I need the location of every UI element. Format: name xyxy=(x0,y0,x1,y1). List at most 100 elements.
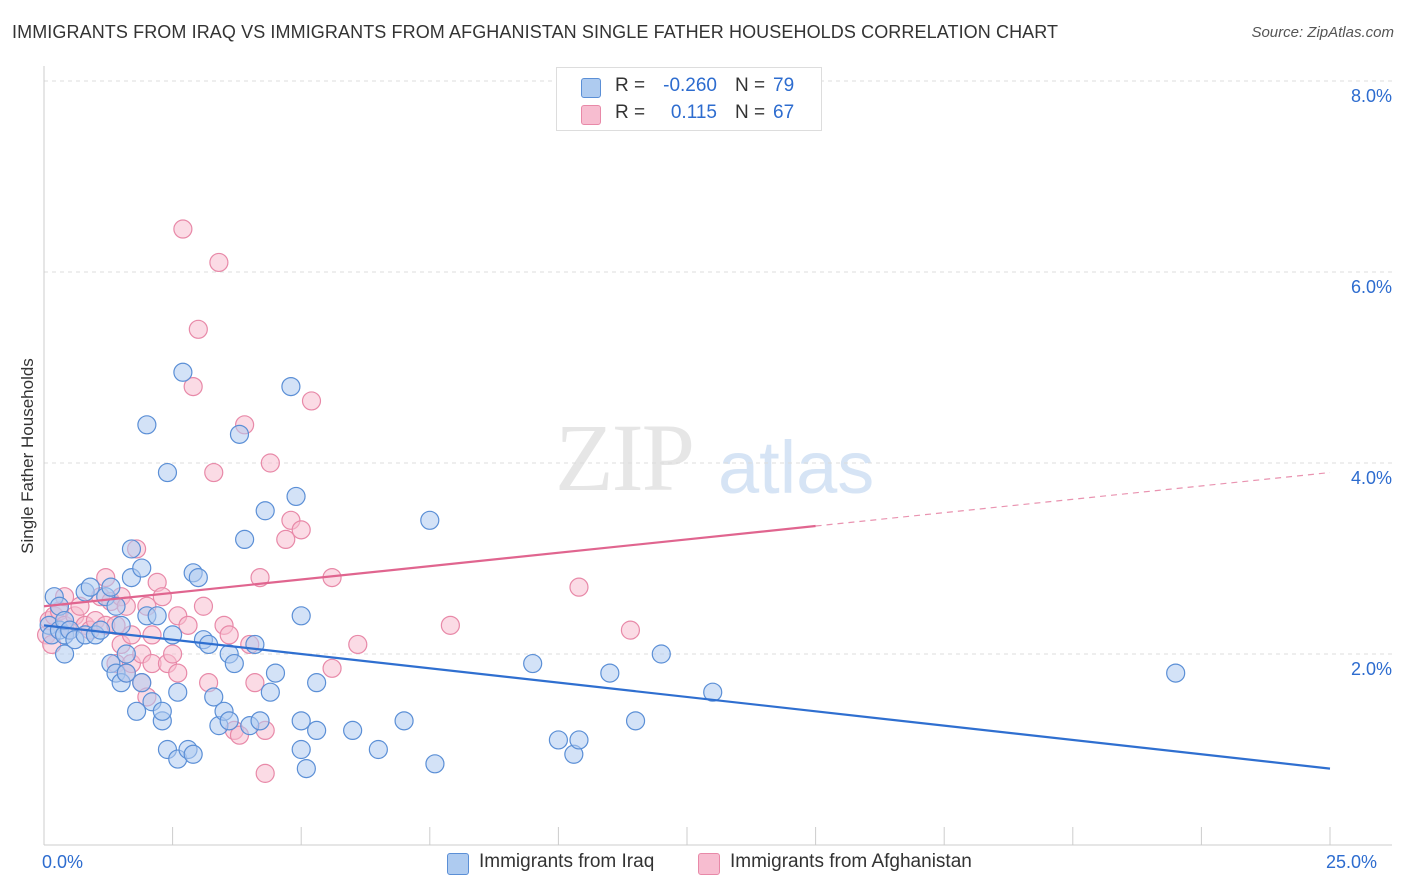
afghanistan-point xyxy=(209,252,229,273)
x-tick-label-max: 25.0% xyxy=(1326,852,1378,872)
iraq-point xyxy=(137,415,157,435)
iraq-point xyxy=(523,653,543,674)
afghanistan-point xyxy=(620,620,641,640)
y-tick-label-4: 4.0% xyxy=(1350,468,1392,488)
afghanistan-point xyxy=(204,462,224,483)
y-tick-label-6: 6.0% xyxy=(1350,277,1392,297)
iraq-point xyxy=(625,711,646,731)
afghanistan-point xyxy=(301,391,322,411)
iraq-point xyxy=(147,606,167,626)
iraq-point xyxy=(173,362,193,382)
iraq-point xyxy=(255,501,275,521)
iraq-point xyxy=(250,711,270,731)
iraq-point xyxy=(106,596,126,616)
iraq-point xyxy=(183,744,203,764)
iraq-point xyxy=(291,711,311,731)
iraq-point xyxy=(291,739,311,760)
iraq-point xyxy=(116,663,136,683)
iraq-point xyxy=(265,663,286,683)
afghanistan-point xyxy=(193,596,214,616)
afghanistan-point xyxy=(260,453,280,473)
n-label: N = xyxy=(735,75,766,96)
iraq-point xyxy=(157,462,178,483)
axes xyxy=(43,66,1392,846)
afghanistan-swatch xyxy=(581,105,601,125)
afghanistan-point xyxy=(255,763,275,783)
iraq-point xyxy=(1166,663,1186,683)
iraq-point xyxy=(291,606,311,626)
r-label: R = xyxy=(615,102,646,123)
iraq-point xyxy=(703,682,723,702)
afghanistan-point xyxy=(183,377,203,397)
iraq-point xyxy=(116,644,136,664)
iraq-point xyxy=(101,577,121,597)
afghanistan-point xyxy=(245,673,265,693)
afghanistan-point xyxy=(152,587,172,607)
y-tick-label-8: 8.0% xyxy=(1350,86,1392,106)
iraq-r-value: -0.260 xyxy=(663,75,717,96)
trend-lines xyxy=(43,471,1331,770)
iraq-point xyxy=(260,682,280,702)
afghanistan-trend-line xyxy=(43,524,816,608)
iraq-point xyxy=(286,486,306,507)
iraq-point xyxy=(420,510,440,530)
iraq-point xyxy=(548,730,569,750)
iraq-swatch xyxy=(581,78,601,98)
grid-lines xyxy=(44,80,1392,655)
afghanistan-point xyxy=(173,219,193,239)
iraq-point xyxy=(394,711,414,731)
iraq-trend-line xyxy=(43,624,1331,770)
iraq-legend-label: Immigrants from Iraq xyxy=(479,851,655,872)
watermark-atlas: atlas xyxy=(718,426,875,509)
iraq-point xyxy=(343,720,363,741)
iraq-point xyxy=(651,644,671,664)
iraq-legend-swatch xyxy=(447,853,469,875)
afghanistan-point xyxy=(569,577,589,597)
iraq-point xyxy=(168,682,188,702)
afghanistan-point xyxy=(276,529,296,550)
afghanistan-point xyxy=(178,615,198,635)
iraq-point xyxy=(425,754,445,774)
iraq-point xyxy=(368,739,388,760)
iraq-point xyxy=(121,539,142,559)
x-tick-label-min: 0.0% xyxy=(42,852,84,872)
afghanistan-point xyxy=(440,615,460,635)
iraq-point xyxy=(235,529,255,550)
watermark-zip: ZIP xyxy=(555,404,695,511)
afghanistan-trend-extension xyxy=(815,471,1331,527)
n-label: N = xyxy=(735,102,766,123)
y-tick-label-2: 2.0% xyxy=(1350,659,1392,679)
iraq-point xyxy=(600,663,620,683)
iraq-point xyxy=(132,673,152,693)
afghanistan-point xyxy=(348,634,368,655)
afghanistan-point xyxy=(188,319,208,339)
afghanistan-point xyxy=(291,520,311,540)
iraq-point xyxy=(111,615,131,635)
chart-title: IMMIGRANTS FROM IRAQ VS IMMIGRANTS FROM … xyxy=(12,22,1059,42)
afghanistan-point xyxy=(219,625,239,645)
iraq-point xyxy=(80,577,100,597)
iraq-points xyxy=(39,362,1186,779)
iraq-point xyxy=(188,567,208,588)
afghanistan-point xyxy=(250,567,270,588)
iraq-point xyxy=(296,758,316,779)
source-credit: Source: ZipAtlas.com xyxy=(1251,24,1394,41)
iraq-point xyxy=(245,634,265,655)
afghanistan-point xyxy=(168,663,188,683)
iraq-n-value: 79 xyxy=(773,75,795,96)
afghanistan-point xyxy=(163,644,183,664)
afghanistan-legend-label: Immigrants from Afghanistan xyxy=(730,851,972,872)
iraq-point xyxy=(204,687,224,707)
iraq-point xyxy=(152,701,172,721)
afghanistan-r-value: 0.115 xyxy=(670,102,717,123)
afghanistan-point xyxy=(142,625,162,645)
iraq-point xyxy=(307,720,327,741)
iraq-point xyxy=(132,558,152,578)
iraq-point xyxy=(281,377,301,397)
afghanistan-n-value: 67 xyxy=(773,102,795,123)
correlation-legend: R = -0.260 N = 79 R = 0.115 N = 67 xyxy=(556,67,822,131)
afghanistan-points xyxy=(36,219,641,783)
iraq-point xyxy=(54,644,75,664)
iraq-point xyxy=(224,653,244,674)
